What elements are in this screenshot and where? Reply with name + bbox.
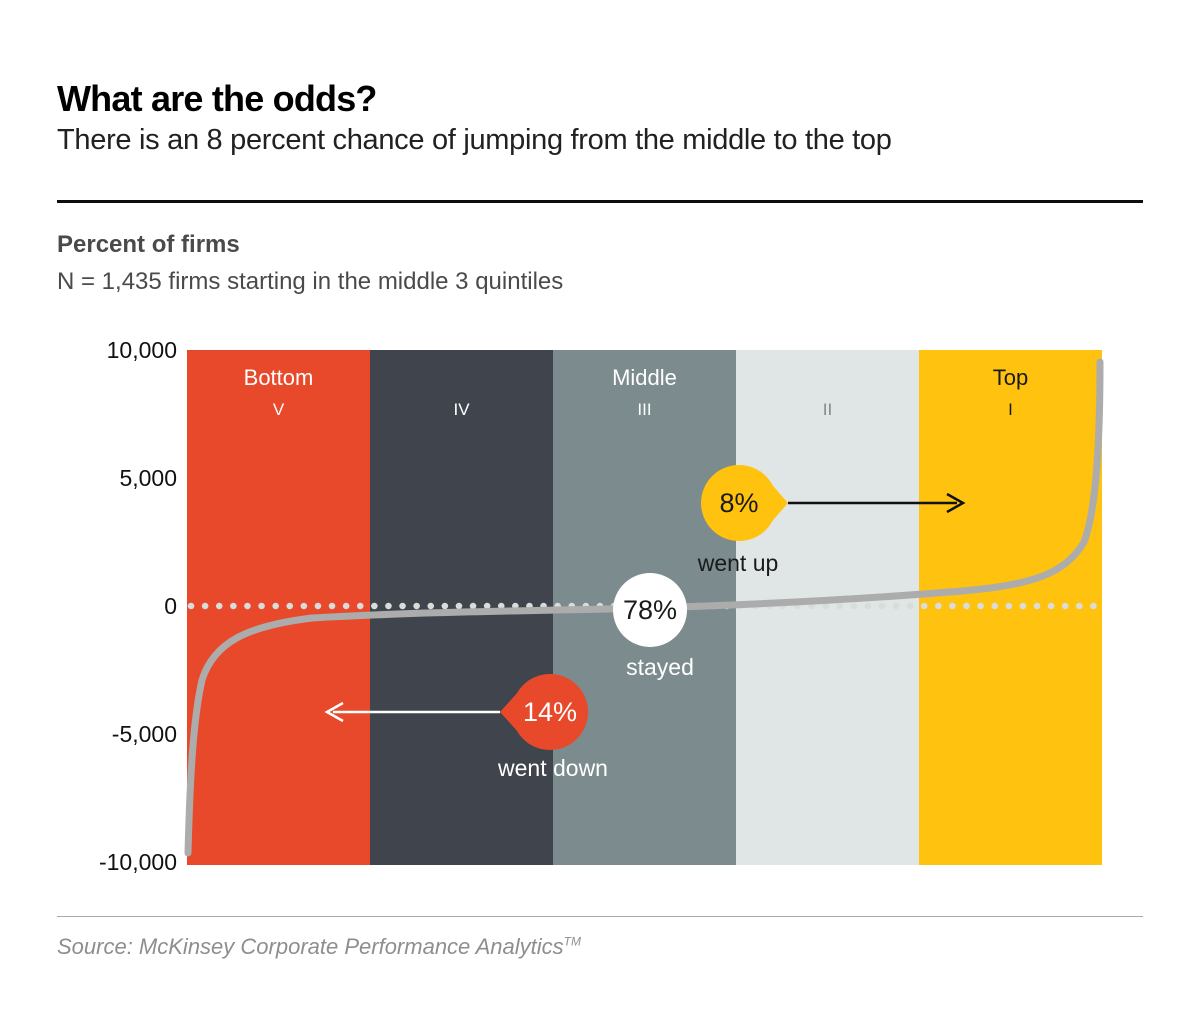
stayed-bubble (613, 573, 687, 647)
header-divider (57, 200, 1143, 203)
stayed-label: stayed (626, 654, 694, 680)
y-tick-neg5000: -5,000 (111, 721, 177, 747)
went-down-label: went down (497, 755, 608, 781)
source-line: Source: McKinsey Corporate Performance A… (57, 934, 581, 960)
chart-overlay: 8% went up 78% stayed 14% went down (184, 358, 1107, 857)
y-tick-5000: 5,000 (119, 465, 177, 491)
stayed-value: 78% (623, 595, 677, 625)
band-quintile-label: I (1008, 400, 1013, 419)
page-title: What are the odds? (57, 78, 377, 119)
went-down-arrowhead-icon (324, 701, 344, 723)
footer-divider (57, 916, 1143, 917)
band-group-label: Middle (612, 365, 677, 390)
went-up-label: went up (697, 550, 779, 576)
went-up-arrowhead-icon (946, 492, 966, 514)
power-curve (184, 358, 1104, 857)
band-quintile-label: V (272, 400, 285, 419)
y-tick-neg10000: -10,000 (98, 849, 177, 875)
y-tick-10000: 10,000 (106, 337, 177, 363)
went-up-value: 8% (719, 488, 758, 518)
source-trademark: TM (563, 934, 581, 949)
went-down-bubble (512, 674, 588, 750)
source-text: Source: McKinsey Corporate Performance A… (57, 934, 564, 959)
chart-sample-note: N = 1,435 firms starting in the middle 3… (57, 268, 564, 295)
band-quintile-label: IV (453, 400, 470, 419)
went-up-bubble (701, 465, 777, 541)
plot-area: Bottom V IV Middle III II Top I (184, 350, 1107, 865)
band-group-label: Top (992, 365, 1029, 390)
chart-unit-label: Percent of firms (57, 231, 240, 258)
page-subtitle: There is an 8 percent chance of jumping … (57, 124, 892, 156)
band-group-label: Bottom (243, 365, 314, 390)
band-quintile-label: II (822, 400, 833, 419)
went-down-value: 14% (523, 697, 577, 727)
y-tick-0: 0 (164, 593, 177, 619)
band-quintile-label: III (637, 400, 652, 419)
